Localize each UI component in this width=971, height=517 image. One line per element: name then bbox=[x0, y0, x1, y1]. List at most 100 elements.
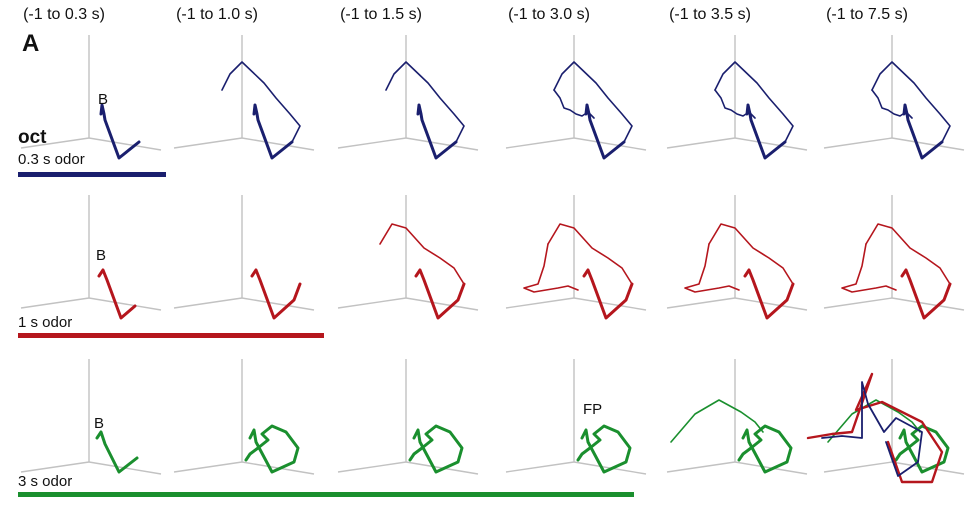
axis-left bbox=[20, 297, 90, 309]
axes-2-2 bbox=[173, 195, 315, 311]
trajectory-r1-c1 bbox=[99, 103, 141, 160]
time-window-label-1: (-1 to 0.3 s) bbox=[23, 6, 105, 23]
trajectory-r3-c4 bbox=[576, 424, 632, 474]
axes-2-3 bbox=[337, 195, 479, 311]
trajectory-r1-c6-return bbox=[871, 89, 913, 119]
trajectory-r1-c3 bbox=[416, 103, 458, 160]
axis-right bbox=[88, 297, 162, 311]
axis-left bbox=[823, 297, 893, 309]
axis-right bbox=[734, 297, 808, 311]
axes-2-4 bbox=[505, 195, 647, 311]
trajectory-r1-c5 bbox=[745, 103, 787, 160]
axis-left bbox=[337, 297, 407, 309]
axes-1-3 bbox=[337, 35, 479, 151]
panel-label: A bbox=[22, 30, 40, 57]
axis-left bbox=[505, 461, 575, 473]
trajectory-r3-c3 bbox=[408, 424, 464, 474]
odor-name: oct bbox=[18, 127, 47, 148]
time-window-label-5: (-1 to 3.5 s) bbox=[669, 6, 751, 23]
trajectory-r3-c2 bbox=[244, 424, 300, 474]
axis-right bbox=[573, 137, 647, 151]
trajectory-r2-c6 bbox=[900, 268, 952, 320]
odor-bar-2 bbox=[18, 333, 324, 338]
axis-right bbox=[405, 297, 479, 311]
fixed-point-marker: FP bbox=[583, 401, 602, 418]
trajectory-r1-c4-excursion bbox=[553, 61, 633, 143]
trajectory-r2-c6-return bbox=[841, 243, 897, 293]
trajectory-r1-c6 bbox=[902, 103, 944, 160]
trajectory-r1-c2-excursion bbox=[221, 61, 301, 143]
axis-left bbox=[823, 137, 893, 149]
baseline-marker-row1: B bbox=[98, 91, 108, 108]
trajectory-r2-c4-excursion bbox=[547, 223, 633, 285]
axes-layer bbox=[20, 35, 965, 475]
axis-right bbox=[573, 297, 647, 311]
axes-2-5 bbox=[666, 195, 808, 311]
axes-1-4 bbox=[505, 35, 647, 151]
baseline-marker-row3: B bbox=[94, 415, 104, 432]
axes-3-5 bbox=[666, 359, 808, 475]
axis-left bbox=[173, 461, 243, 473]
trajectory-r2-c5-excursion bbox=[708, 223, 794, 285]
axis-left bbox=[666, 137, 736, 149]
axis-right bbox=[241, 137, 315, 151]
baseline-marker-row2: B bbox=[96, 247, 106, 264]
time-window-label-6: (-1 to 7.5 s) bbox=[826, 6, 908, 23]
trajectory-r1-c4-return bbox=[553, 89, 595, 119]
trajectory-r2-c1 bbox=[97, 268, 137, 320]
axis-left bbox=[173, 137, 243, 149]
trajectory-r3-c1 bbox=[95, 430, 139, 474]
trajectory-r1-c5-return bbox=[714, 89, 756, 119]
trajectory-r1-c2 bbox=[252, 103, 294, 160]
axis-right bbox=[88, 137, 162, 151]
axis-right bbox=[891, 137, 965, 151]
axis-left bbox=[666, 461, 736, 473]
axes-2-6 bbox=[823, 195, 965, 311]
trajectory-r1-c3-excursion bbox=[385, 61, 465, 143]
odor-duration-label-2: 1 s odor bbox=[18, 314, 73, 331]
axis-left bbox=[20, 461, 90, 473]
axis-right bbox=[734, 137, 808, 151]
axis-right bbox=[241, 297, 315, 311]
trajectory-r2-c2 bbox=[250, 268, 302, 320]
axis-right bbox=[405, 137, 479, 151]
trajectory-layer bbox=[95, 61, 952, 484]
odor-bar-3 bbox=[18, 492, 634, 497]
trajectory-r3-c5-excursion bbox=[670, 399, 764, 443]
axis-left bbox=[337, 137, 407, 149]
trajectory-r2-c5 bbox=[743, 268, 795, 320]
odor-duration-label-3: 3 s odor bbox=[18, 473, 73, 490]
trajectory-r1-c5-excursion bbox=[714, 61, 794, 143]
trajectory-r3-c6 bbox=[894, 424, 950, 474]
axis-left bbox=[20, 137, 90, 149]
axes-2-1 bbox=[20, 195, 162, 311]
axes-1-1 bbox=[20, 35, 162, 151]
axes-1-6 bbox=[823, 35, 965, 151]
axis-left bbox=[173, 297, 243, 309]
axes-3-4 bbox=[505, 359, 647, 475]
axis-left bbox=[666, 297, 736, 309]
time-window-label-4: (-1 to 3.0 s) bbox=[508, 6, 590, 23]
time-window-label-2: (-1 to 1.0 s) bbox=[176, 6, 258, 23]
axis-left bbox=[337, 461, 407, 473]
axis-left bbox=[823, 461, 893, 473]
trajectory-overlay-red bbox=[806, 372, 944, 484]
axis-left bbox=[505, 297, 575, 309]
trajectory-r2-c3 bbox=[414, 268, 466, 320]
trajectory-r2-c6-excursion bbox=[865, 223, 951, 285]
trajectory-r2-c4-return bbox=[523, 243, 579, 293]
trajectory-overlay-blue bbox=[821, 381, 923, 477]
axes-1-5 bbox=[666, 35, 808, 151]
axis-left bbox=[505, 137, 575, 149]
axes-1-2 bbox=[173, 35, 315, 151]
trajectory-r2-c3-excursion bbox=[379, 223, 465, 285]
axes-3-3 bbox=[337, 359, 479, 475]
axes-3-2 bbox=[173, 359, 315, 475]
trajectory-r1-c6-excursion bbox=[871, 61, 951, 143]
trajectory-r3-c6-excursion bbox=[827, 399, 921, 443]
trajectory-r1-c4 bbox=[584, 103, 626, 160]
trajectory-r2-c5-return bbox=[684, 243, 740, 293]
axes-3-1 bbox=[20, 359, 162, 475]
odor-bar-1 bbox=[18, 172, 166, 177]
